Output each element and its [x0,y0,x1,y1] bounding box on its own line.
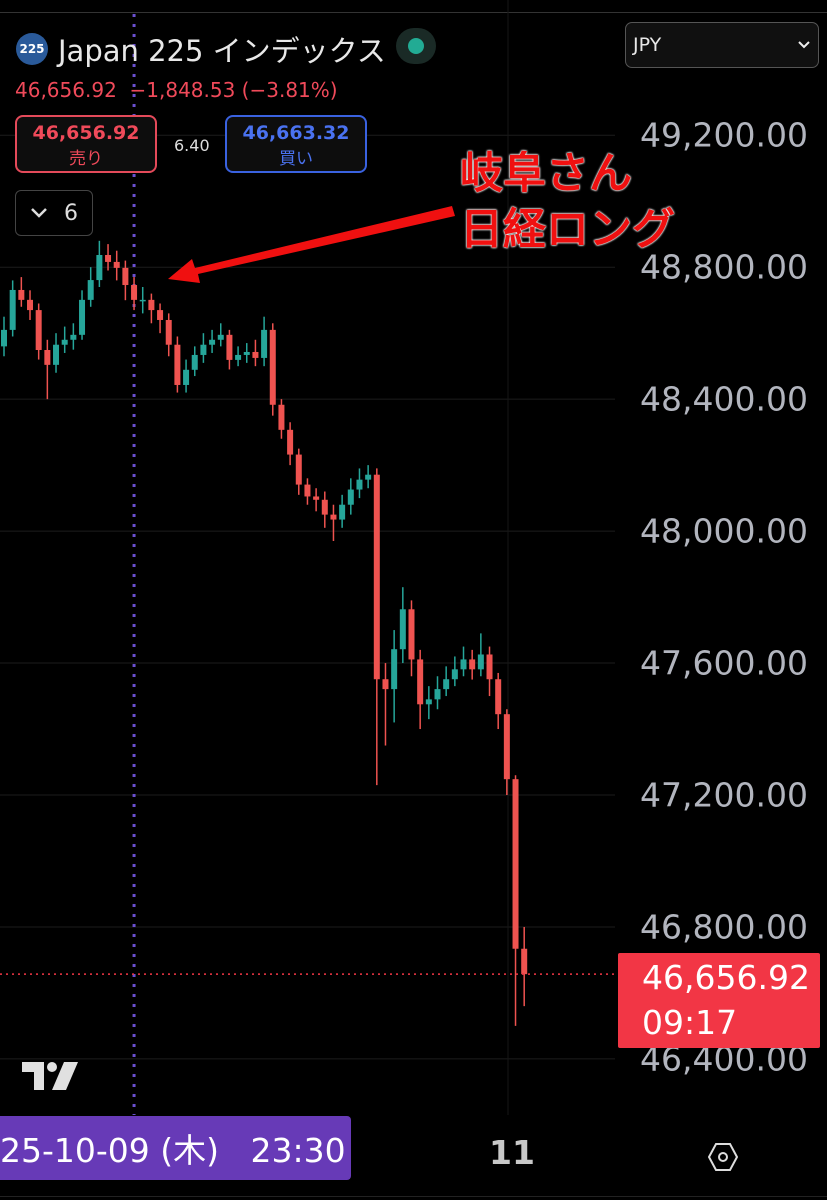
candle-up [434,689,441,700]
candle-up [477,654,484,670]
candle-down [417,659,424,705]
last-price-value: 46,656.92 [642,958,810,997]
candle-up [53,344,60,365]
candle-down [287,429,294,455]
y-axis-tick: 46,800.00 [640,907,808,947]
candle-down [313,496,320,500]
y-axis-tick: 49,200.00 [640,115,808,155]
candle-down [512,779,519,949]
candle-up [61,339,68,345]
candle-up [365,474,372,480]
symbol-title[interactable]: Japan 225 インデックス [58,34,386,68]
candle-up [139,299,146,302]
candle-down [27,299,34,311]
candle-up [399,609,406,650]
candle-down [174,344,181,385]
candle-up [356,479,363,490]
candle-down [321,499,328,515]
sell-price: 46,656.92 [32,122,140,144]
hexagon-settings-icon[interactable] [708,1142,738,1172]
candle-down [122,267,129,286]
candle-down [278,404,285,430]
candle-up [339,504,346,520]
candle-up [243,351,250,355]
y-axis-tick: 47,200.00 [640,775,808,815]
candle-down [408,609,415,660]
sell-label: 売り [69,149,103,169]
buy-label: 買い [279,149,313,169]
candle-down [148,299,155,311]
candle-down [105,254,112,262]
sell-button[interactable]: 46,656.92 売り [15,115,157,173]
candle-up [425,699,432,705]
x-axis-tick: 11 [489,1133,535,1172]
candle-down [503,714,510,780]
candle-up [217,334,224,340]
candle-down [44,350,51,365]
candle-down [495,679,502,715]
symbol-badge: 225 [16,33,48,65]
indicators-collapse-button[interactable]: 6 [15,190,93,236]
annotation-line-1: 岐阜さん [460,149,632,199]
top-divider [0,12,827,13]
y-axis-tick: 48,000.00 [640,511,808,551]
candle-down [330,514,337,520]
candle-down [382,679,389,690]
y-axis-tick: 48,800.00 [640,247,808,287]
y-axis-tick: 48,400.00 [640,379,808,419]
annotation-arrow [168,206,455,283]
candle-down [35,310,42,351]
candle-down [269,329,276,405]
candle-down [252,351,259,358]
bar-countdown: 09:17 [642,1003,738,1042]
candle-down [18,289,25,300]
candle-up [460,659,467,670]
spread-value: 6.40 [174,136,210,155]
chevron-down-icon [31,208,47,218]
candle-up [191,354,198,370]
price-change-line: 46,656.92 −1,848.53 (−3.81%) [15,78,338,102]
candle-down [113,261,120,268]
candle-up [9,289,16,330]
candle-up [443,679,450,690]
candle-down [157,310,164,320]
candle-up [87,280,94,300]
candle-up [451,669,458,680]
candle-up [261,329,268,358]
candle-up [79,299,86,335]
candle-down [304,484,311,497]
last-price-label: 46,656.92 09:17 [618,953,820,1048]
candle-up [347,489,354,505]
currency-select[interactable]: JPY [625,22,819,68]
bottom-divider [0,1196,827,1197]
indicator-count: 6 [64,200,78,226]
y-axis-tick: 47,600.00 [640,643,808,683]
candle-down [521,948,528,975]
candle-down [226,334,233,360]
candle-down [165,319,172,345]
buy-button[interactable]: 46,663.32 買い [225,115,367,173]
candle-down [469,659,476,670]
chevron-down-icon [798,41,810,49]
buy-price: 46,663.32 [242,122,350,144]
candle-up [70,334,77,340]
candle-up [1,329,7,347]
tradingview-logo-icon[interactable] [22,1062,78,1092]
candle-down [295,454,302,485]
candle-up [235,354,242,360]
candle-up [200,344,207,355]
candle-up [209,339,216,345]
currency-value: JPY [633,34,662,56]
candle-up [183,369,190,385]
candle-down [373,474,380,680]
candle-up [391,649,398,690]
annotation-text: 岐阜さん 日経ロング [460,146,675,258]
annotation-line-2: 日経ロング [460,205,675,255]
candle-down [131,285,138,300]
market-status-icon [396,28,436,64]
candle-down [486,654,493,680]
crosshair-date-label: 25-10-09 (木) 23:30 [0,1116,351,1180]
candle-up [96,254,103,281]
